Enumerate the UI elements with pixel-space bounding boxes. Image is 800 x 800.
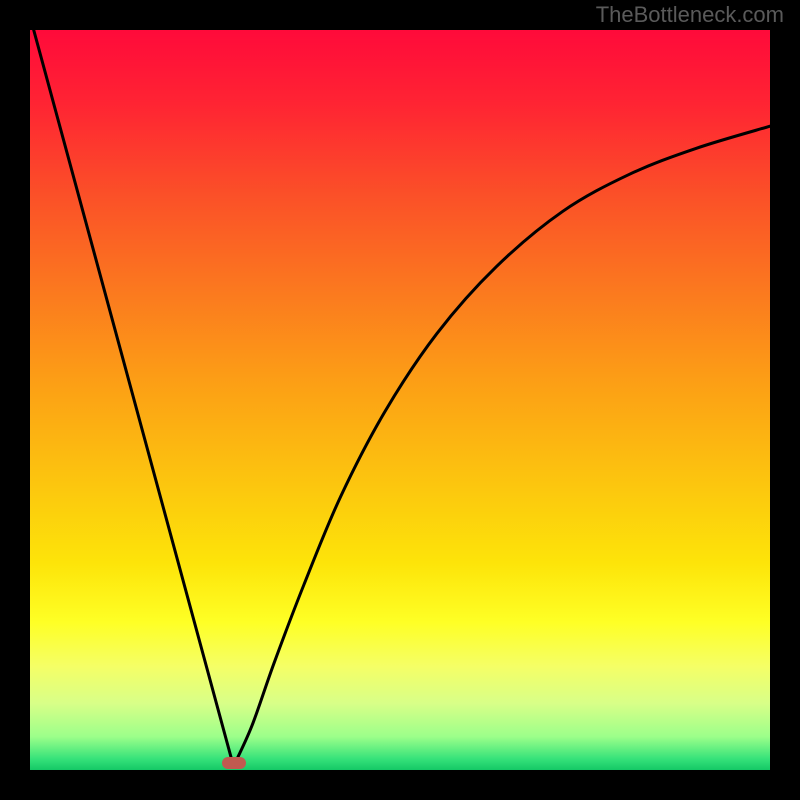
plot-area (30, 30, 770, 770)
optimum-marker (222, 757, 246, 769)
bottleneck-curve (30, 30, 770, 770)
watermark-text: TheBottleneck.com (596, 2, 784, 28)
